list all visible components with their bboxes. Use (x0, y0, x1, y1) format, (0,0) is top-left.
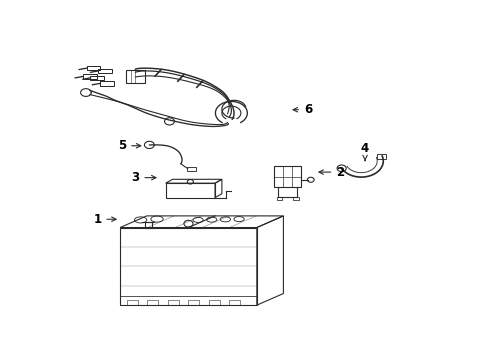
Bar (100, 81, 114, 86)
Text: 1: 1 (93, 213, 116, 226)
Bar (377, 154, 387, 159)
Text: 3: 3 (131, 171, 156, 184)
Bar (98, 69, 112, 73)
Bar (126, 69, 145, 84)
Bar (229, 301, 241, 305)
Bar (293, 197, 298, 200)
Bar (87, 66, 100, 70)
Text: 5: 5 (118, 139, 141, 152)
Text: 4: 4 (361, 142, 369, 161)
Bar (145, 222, 151, 228)
Bar (187, 167, 196, 171)
Text: 2: 2 (319, 166, 344, 179)
Bar (209, 301, 220, 305)
Bar (91, 76, 104, 80)
Bar (83, 74, 97, 79)
Bar (166, 183, 215, 198)
Text: 6: 6 (293, 103, 312, 116)
Bar (277, 197, 282, 200)
Bar (127, 301, 138, 305)
Bar (120, 228, 257, 305)
Bar (189, 301, 199, 305)
Bar (147, 301, 158, 305)
Bar (168, 301, 179, 305)
Bar (274, 166, 301, 187)
